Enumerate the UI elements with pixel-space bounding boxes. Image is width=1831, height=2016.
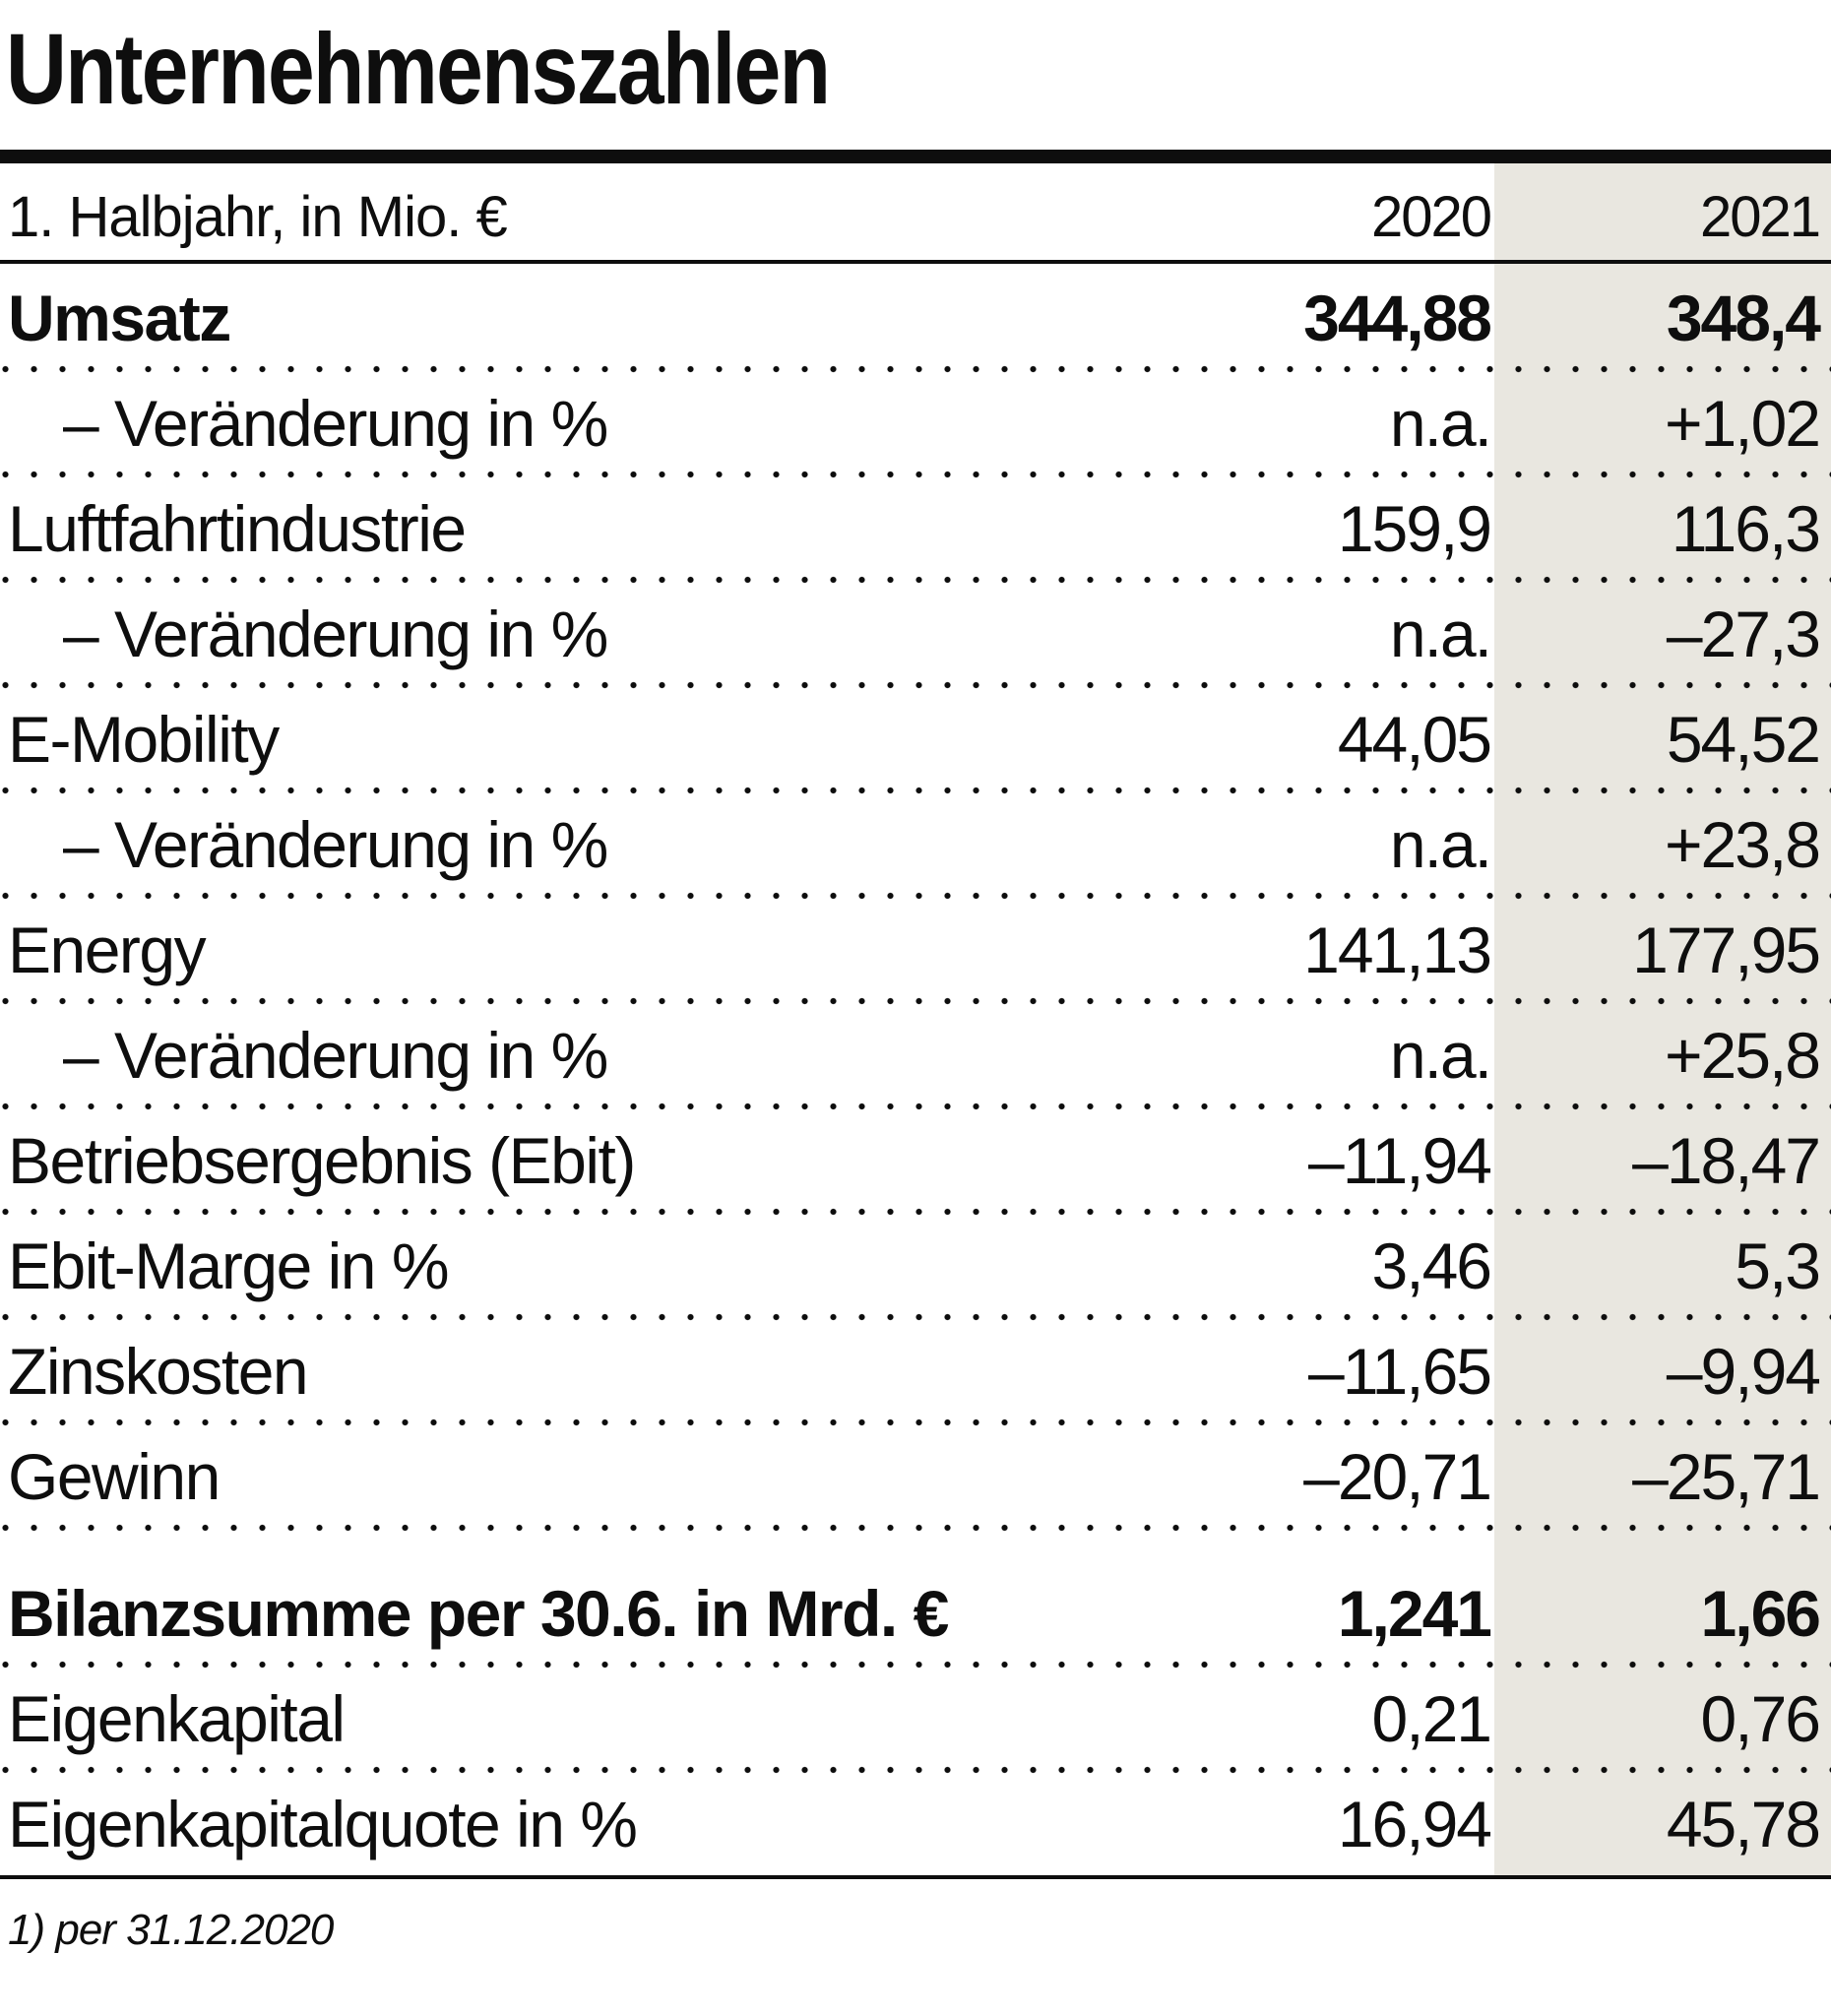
row-label: Energy xyxy=(8,914,207,986)
table-row: Luftfahrtindustrie 159,9 116,3 xyxy=(0,474,1831,584)
value-2020: n.a. xyxy=(1389,1019,1492,1092)
row-label: Umsatz xyxy=(8,282,231,354)
row-label: – Veränderung in % xyxy=(63,808,608,881)
table-row: – Veränderung in % n.a. –27,3 xyxy=(0,580,1831,689)
value-2020: 16,94 xyxy=(1337,1788,1492,1860)
title-rule xyxy=(0,150,1831,163)
value-2020: 0,21 xyxy=(1371,1682,1492,1755)
row-label: Eigenkapitalquote in % xyxy=(8,1788,638,1860)
row-label: – Veränderung in % xyxy=(63,598,608,670)
row-label: Gewinn xyxy=(8,1440,221,1513)
table-unit-label: 1. Halbjahr, in Mio. € xyxy=(8,185,508,249)
table-row: Betriebsergebnis (Ebit) –11,94 –18,47 xyxy=(0,1106,1831,1216)
value-2020: n.a. xyxy=(1389,808,1492,881)
value-2020: 3,46 xyxy=(1371,1229,1492,1302)
row-label: Bilanzsumme per 30.6. in Mrd. € xyxy=(8,1577,949,1650)
table-row: Gewinn –20,71 –25,71 xyxy=(0,1422,1831,1532)
row-label: E-Mobility xyxy=(8,703,280,776)
value-2021: –27,3 xyxy=(1666,598,1821,670)
table-row: – Veränderung in % n.a. +25,8 xyxy=(0,1001,1831,1110)
table-header-row: 1. Halbjahr, in Mio. € 2020 2021 xyxy=(0,163,1831,264)
value-2020: 1,241 xyxy=(1337,1577,1492,1650)
table-row: Bilanzsumme per 30.6. in Mrd. € 1,241 1,… xyxy=(0,1559,1831,1669)
value-2021: 177,95 xyxy=(1632,914,1821,986)
page-title: Unternehmenszahlen xyxy=(6,13,831,125)
table-row: Energy 141,13 177,95 xyxy=(0,896,1831,1005)
value-2021: +23,8 xyxy=(1665,808,1821,881)
value-2020: –11,94 xyxy=(1308,1124,1492,1197)
value-2021: 116,3 xyxy=(1671,492,1821,565)
value-2020: 159,9 xyxy=(1337,492,1492,565)
value-2021: –18,47 xyxy=(1632,1124,1821,1197)
table-row: Zinskosten –11,65 –9,94 xyxy=(0,1317,1831,1426)
table-row: Umsatz 344,88 348,4 xyxy=(0,264,1831,373)
value-2020: n.a. xyxy=(1389,387,1492,460)
row-label: Luftfahrtindustrie xyxy=(8,492,467,565)
table-row: – Veränderung in % n.a. +23,8 xyxy=(0,790,1831,900)
footnote: 1) per 31.12.2020 xyxy=(8,1906,334,1954)
row-label: Ebit-Marge in % xyxy=(8,1229,450,1302)
value-2021: +25,8 xyxy=(1665,1019,1821,1092)
column-header-2020: 2020 xyxy=(1370,185,1492,249)
table-row: Eigenkapital 0,21 0,76 xyxy=(0,1665,1831,1774)
value-2021: 45,78 xyxy=(1666,1788,1821,1860)
table-row: E-Mobility 44,05 54,52 xyxy=(0,685,1831,794)
value-2020: 141,13 xyxy=(1303,914,1492,986)
value-2020: 344,88 xyxy=(1303,282,1492,354)
row-label: – Veränderung in % xyxy=(63,1019,608,1092)
value-2021: 348,4 xyxy=(1666,282,1821,354)
table-row: Ebit-Marge in % 3,46 5,3 xyxy=(0,1212,1831,1321)
value-2021: 54,52 xyxy=(1666,703,1821,776)
value-2021: 1,66 xyxy=(1700,1577,1821,1650)
column-header-2021: 2021 xyxy=(1699,185,1821,249)
value-2021: –25,71 xyxy=(1632,1440,1821,1513)
company-figures-table: 1. Halbjahr, in Mio. € 2020 2021 Umsatz … xyxy=(0,163,1831,1879)
value-2021: –9,94 xyxy=(1666,1335,1821,1408)
row-label: Eigenkapital xyxy=(8,1682,346,1755)
value-2021: +1,02 xyxy=(1665,387,1821,460)
table-row: – Veränderung in % n.a. +1,02 xyxy=(0,369,1831,478)
row-label: Betriebsergebnis (Ebit) xyxy=(8,1124,636,1197)
row-label: Zinskosten xyxy=(8,1335,309,1408)
table-row: Eigenkapitalquote in % 16,94 45,78 xyxy=(0,1770,1831,1875)
value-2021: 5,3 xyxy=(1735,1229,1821,1302)
value-2021: 0,76 xyxy=(1700,1682,1821,1755)
table-body: Umsatz 344,88 348,4 – Veränderung in % n… xyxy=(0,264,1831,1879)
value-2020: 44,05 xyxy=(1337,703,1492,776)
column-highlight-2021 xyxy=(1494,163,1831,1876)
value-2020: –20,71 xyxy=(1303,1440,1492,1513)
row-label: – Veränderung in % xyxy=(63,387,608,460)
value-2020: –11,65 xyxy=(1308,1335,1492,1408)
value-2020: n.a. xyxy=(1389,598,1492,670)
